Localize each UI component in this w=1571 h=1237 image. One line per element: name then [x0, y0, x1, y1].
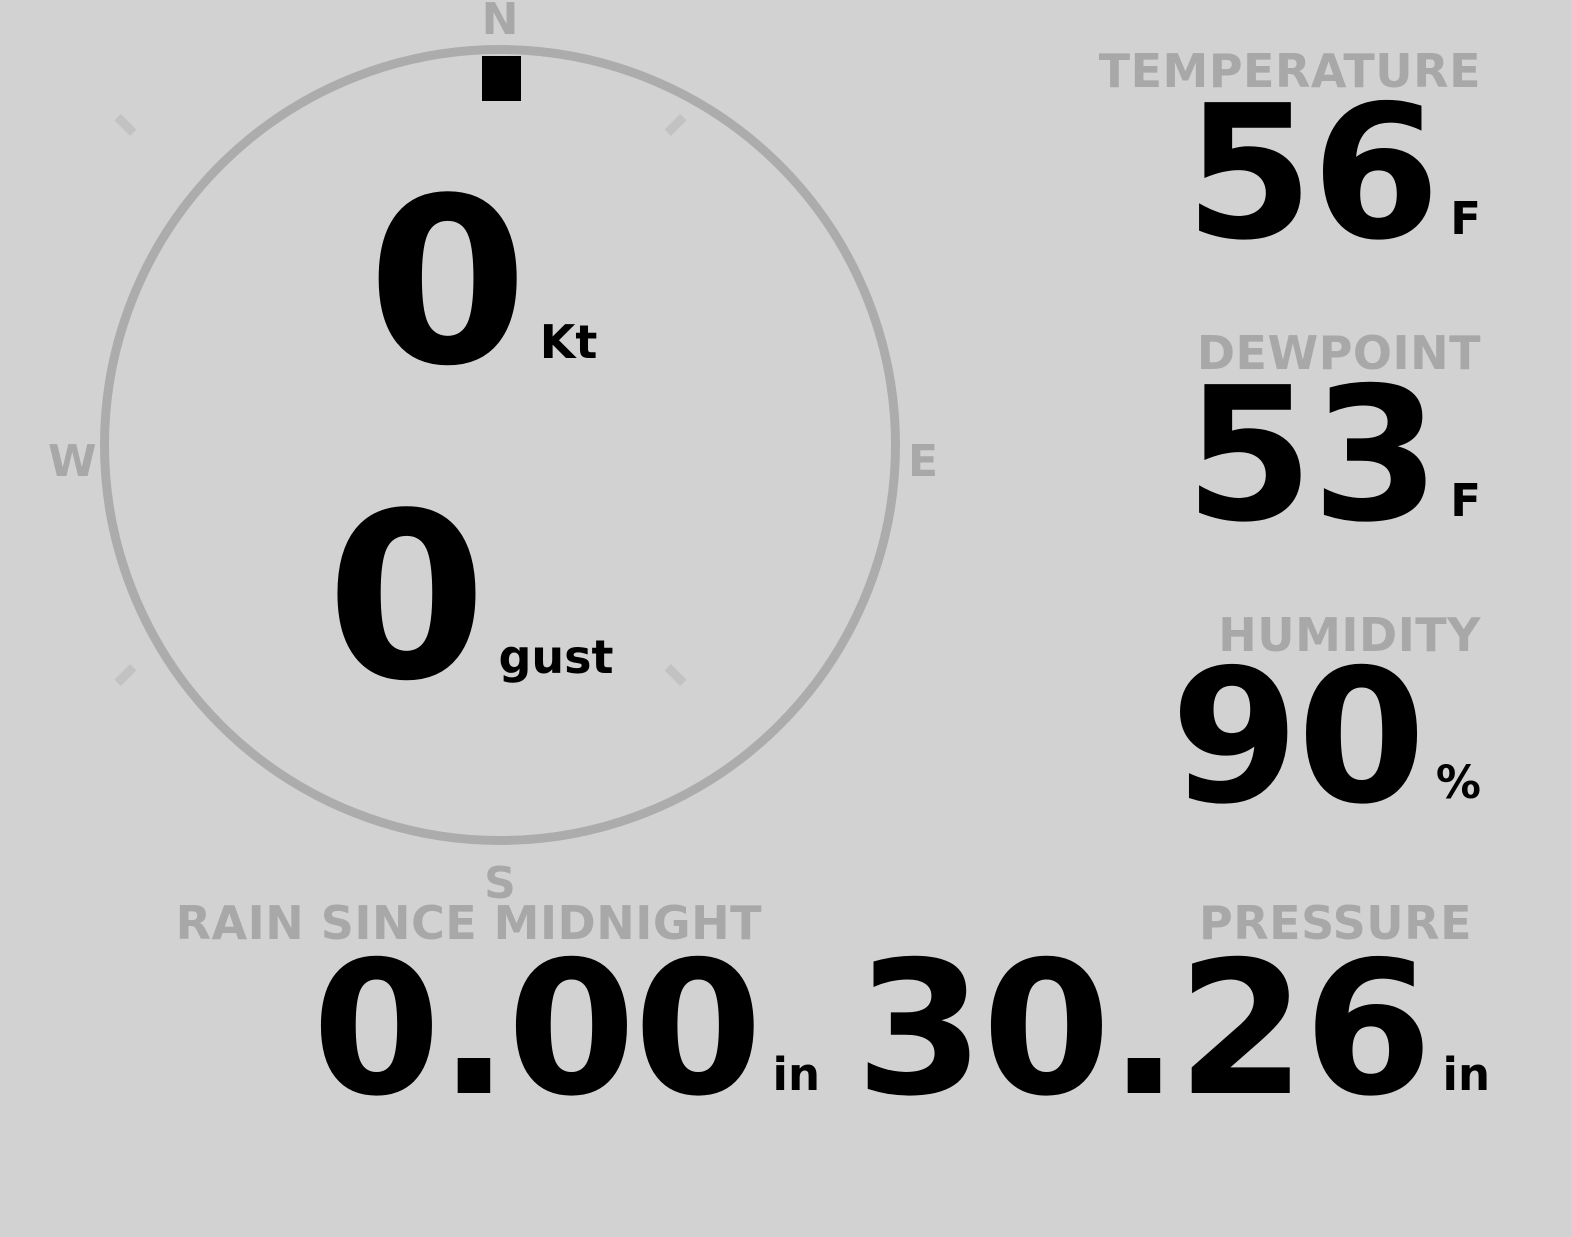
metric-humidity-label: HUMIDITY [1218, 608, 1481, 662]
metric-humidity: HUMIDITY 90 % [961, 608, 1481, 845]
compass-label-south: S [484, 858, 516, 909]
metric-dewpoint-unit: F [1450, 474, 1481, 528]
compass-tick-nw [113, 113, 136, 136]
metric-rain-label: RAIN SINCE MIDNIGHT [175, 896, 762, 950]
metric-temperature-unit: F [1450, 192, 1481, 246]
metric-dewpoint-value: 53 [1184, 347, 1440, 563]
metric-pressure-readout: 30.26 in [790, 921, 1490, 1137]
wind-speed-unit: Kt [539, 314, 598, 369]
metric-humidity-value: 90 [1170, 629, 1425, 845]
metric-dewpoint: DEWPOINT 53 F [961, 326, 1481, 563]
metric-pressure-label: PRESSURE [1199, 896, 1472, 950]
wind-gust-readout: 0 gust [0, 465, 1000, 732]
metric-humidity-readout: 90 % [961, 629, 1481, 845]
metric-rain-unit: in [772, 1048, 820, 1102]
compass-label-west: W [48, 436, 97, 487]
metric-pressure: PRESSURE 30.26 in [790, 896, 1490, 1137]
metric-temperature-label: TEMPERATURE [1098, 44, 1481, 98]
wind-compass-panel: N S W E 0 Kt 0 gust [0, 0, 1000, 910]
wind-direction-marker [482, 56, 521, 101]
compass-label-east: E [908, 436, 939, 487]
metric-rain-since-midnight: RAIN SINCE MIDNIGHT 0.00 in [150, 896, 820, 1137]
compass-label-north: N [481, 0, 519, 45]
wind-gust-value: 0 [326, 465, 486, 732]
wind-speed-value: 0 [367, 150, 528, 417]
metric-humidity-unit: % [1435, 756, 1481, 810]
metric-pressure-value: 30.26 [855, 921, 1432, 1137]
metric-rain-readout: 0.00 in [150, 921, 820, 1137]
compass-ring [100, 45, 900, 845]
wind-gust-unit: gust [498, 629, 614, 684]
metric-temperature-readout: 56 F [961, 65, 1481, 281]
metric-pressure-unit: in [1442, 1048, 1490, 1102]
metric-temperature: TEMPERATURE 56 F [961, 44, 1481, 281]
metric-temperature-value: 56 [1184, 65, 1440, 281]
metric-rain-value: 0.00 [312, 921, 762, 1137]
wind-speed-readout: 0 Kt [0, 150, 1000, 417]
metric-dewpoint-readout: 53 F [961, 347, 1481, 563]
metric-dewpoint-label: DEWPOINT [1196, 326, 1481, 380]
